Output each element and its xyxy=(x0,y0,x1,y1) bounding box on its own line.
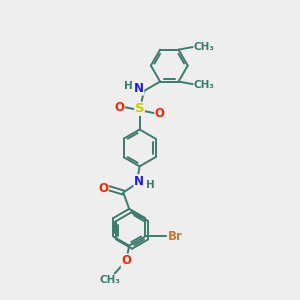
Text: N: N xyxy=(134,82,144,95)
Text: CH₃: CH₃ xyxy=(194,42,215,52)
Text: H: H xyxy=(124,80,133,91)
Text: O: O xyxy=(121,254,131,267)
Text: Br: Br xyxy=(167,230,182,243)
Text: O: O xyxy=(98,182,108,194)
Text: N: N xyxy=(134,175,144,188)
Text: CH₃: CH₃ xyxy=(194,80,215,89)
Text: H: H xyxy=(146,180,154,190)
Text: S: S xyxy=(135,102,144,115)
Text: O: O xyxy=(114,101,124,114)
Text: O: O xyxy=(155,106,165,120)
Text: CH₃: CH₃ xyxy=(99,275,120,285)
